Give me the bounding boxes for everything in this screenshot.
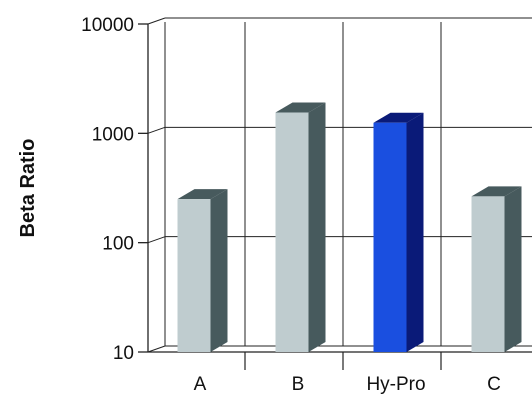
bar-side [308,102,326,352]
grid-line [147,17,166,25]
grid-line [147,236,166,244]
y-tick-label: 100 [102,234,134,255]
bar-top [471,186,522,197]
bars [177,102,522,352]
bar-front [471,196,505,352]
bar-b [275,102,326,352]
y-tick-label: 10000 [81,15,134,36]
bar-top [373,112,424,123]
bar-front [275,112,309,352]
x-axis: A B Hy-Pro C [194,352,501,394]
bar-top [275,102,326,113]
y-tick-label: 10 [113,343,134,364]
bar-hy-pro [373,112,424,352]
x-tick-label: C [487,374,501,394]
y-axis-label: Beta Ratio [17,139,39,238]
bar-c [471,186,522,352]
y-axis: 10 100 1000 10000 [81,15,148,364]
x-tick-label: B [292,374,305,394]
bar-side [210,189,228,352]
grid-line [147,345,166,353]
x-tick-label: A [194,374,207,394]
grid-line [147,126,166,134]
bar-top [177,189,228,200]
bar-front [177,199,211,352]
bar-side [406,112,424,352]
bar-a [177,189,228,352]
bar-front [373,122,407,352]
bar-side [504,186,522,352]
x-tick-label: Hy-Pro [366,374,425,394]
grid [147,17,532,353]
y-tick-label: 1000 [92,124,134,145]
